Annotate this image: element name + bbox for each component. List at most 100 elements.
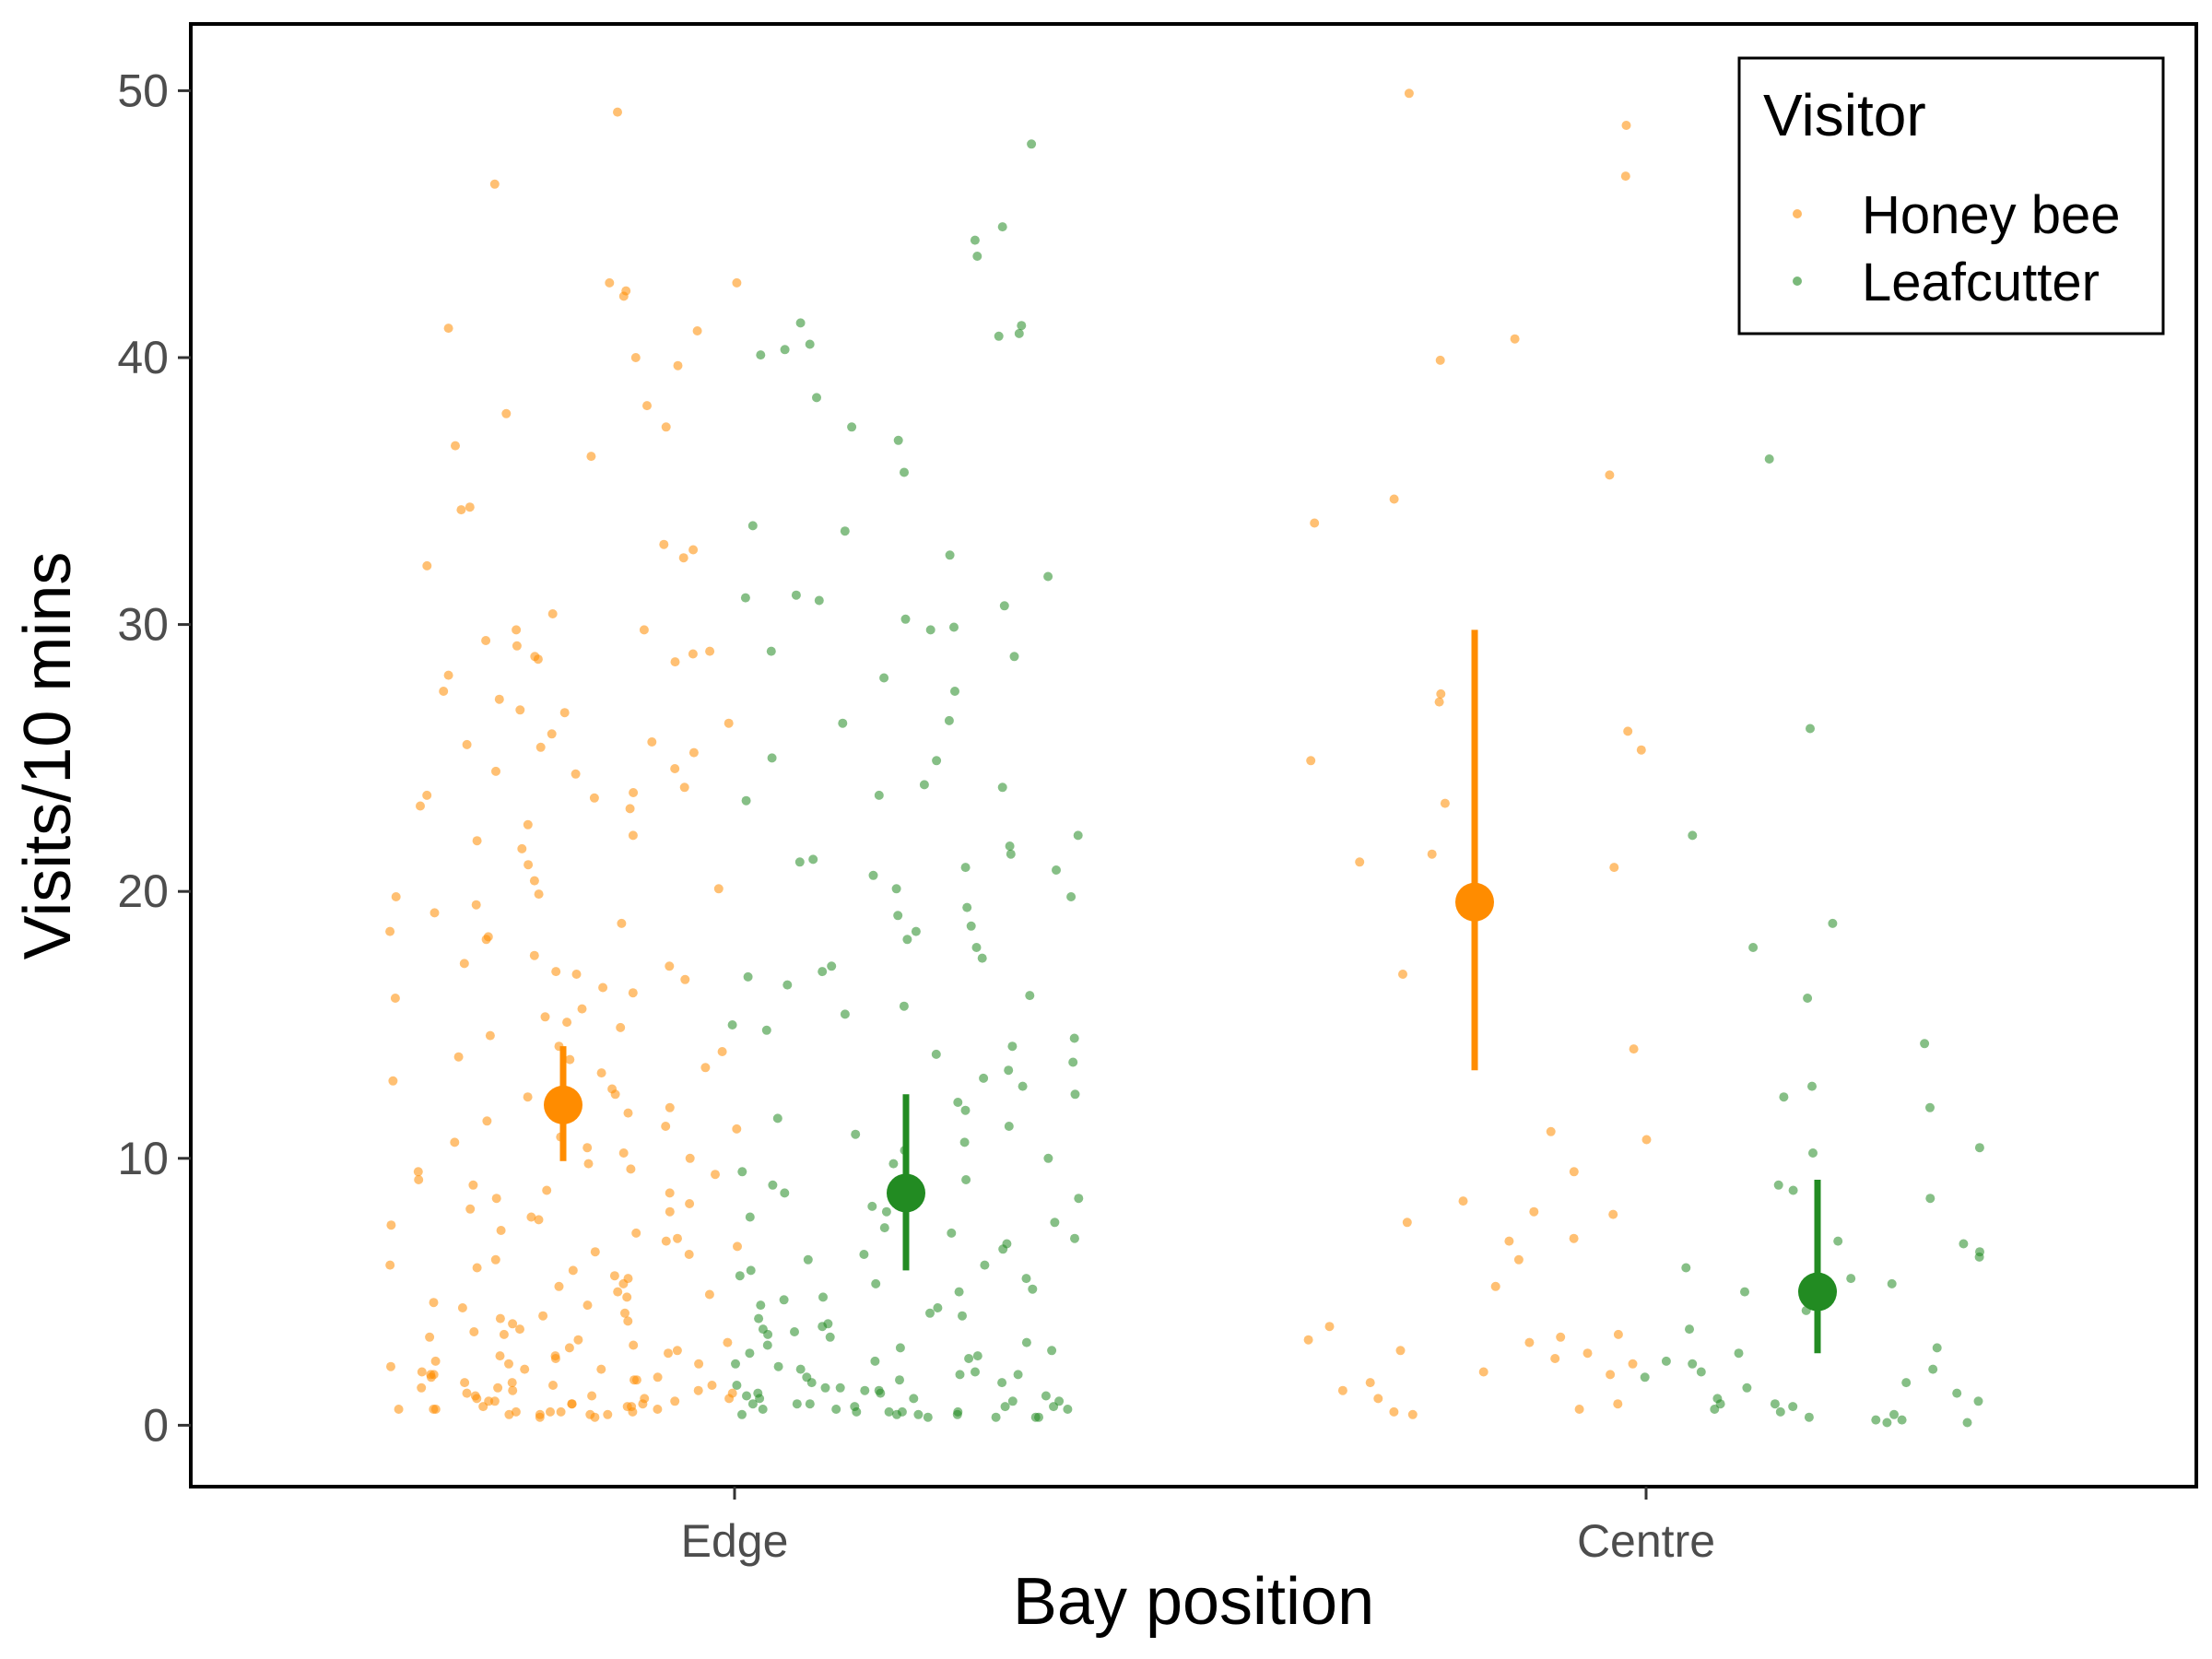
point-leafcutter-edge (1007, 1041, 1018, 1052)
point-honey-bee-edge (482, 1116, 492, 1126)
point-honey-bee-edge (481, 636, 491, 645)
point-honey-bee-edge (583, 1159, 594, 1169)
point-leafcutter-edge (955, 1370, 965, 1380)
point-leafcutter-edge (1017, 321, 1027, 331)
point-honey-bee-centre (1389, 494, 1399, 504)
point-honey-bee-centre (1407, 1409, 1418, 1419)
point-leafcutter-edge (952, 1409, 962, 1419)
y-axis: 0 10 20 30 40 50 (117, 65, 191, 1451)
point-leafcutter-centre (1974, 1252, 1984, 1262)
point-leafcutter-edge (780, 345, 790, 355)
point-leafcutter-edge (790, 1327, 799, 1336)
point-honey-bee-edge (469, 1327, 479, 1336)
point-honey-bee-edge (556, 1406, 566, 1417)
point-honey-bee-edge (707, 1381, 717, 1390)
point-honey-bee-edge (450, 1137, 460, 1147)
point-leafcutter-edge (947, 1228, 957, 1238)
point-honey-bee-edge (504, 1359, 513, 1369)
point-honey-bee-edge (598, 982, 608, 993)
point-honey-bee-edge (628, 988, 638, 998)
point-leafcutter-centre (1715, 1399, 1725, 1409)
point-honey-bee-edge (623, 1108, 633, 1118)
point-leafcutter-edge (741, 795, 751, 806)
point-leafcutter-edge (1052, 865, 1061, 875)
point-leafcutter-edge (851, 1129, 861, 1139)
point-honey-bee-edge (623, 1316, 633, 1326)
point-honey-bee-centre (1556, 1332, 1566, 1342)
point-leafcutter-centre (1889, 1409, 1899, 1419)
point-honey-bee-edge (495, 1313, 505, 1324)
summary-layer (544, 629, 1837, 1354)
point-honey-bee-edge (724, 1394, 735, 1404)
point-honey-bee-edge (386, 1361, 395, 1371)
point-honey-bee-edge (462, 1388, 472, 1398)
point-leafcutter-centre (1925, 1194, 1936, 1204)
point-honey-bee-edge (573, 1335, 583, 1345)
point-leafcutter-edge (1047, 1346, 1057, 1356)
point-honey-bee-edge (547, 609, 558, 618)
point-honey-bee-edge (661, 422, 671, 432)
point-honey-bee-edge (523, 1092, 533, 1102)
point-leafcutter-edge (805, 339, 815, 349)
point-leafcutter-centre (1640, 1372, 1650, 1382)
point-leafcutter-centre (1925, 1102, 1935, 1112)
point-honey-bee-edge (550, 1354, 560, 1363)
point-leafcutter-centre (1775, 1406, 1785, 1417)
point-honey-bee-centre (1458, 1196, 1468, 1206)
point-leafcutter-centre (1773, 1180, 1783, 1190)
point-leafcutter-edge (971, 943, 982, 952)
point-honey-bee-edge (616, 1022, 626, 1032)
point-honey-bee-edge (596, 1364, 606, 1374)
point-leafcutter-edge (879, 1223, 889, 1233)
point-leafcutter-edge (944, 715, 954, 725)
point-leafcutter-edge (909, 1394, 919, 1404)
point-leafcutter-edge (1041, 1391, 1051, 1401)
point-honey-bee-centre (1337, 1385, 1347, 1395)
point-honey-bee-edge (622, 1292, 632, 1302)
point-leafcutter-edge (727, 1020, 737, 1030)
point-leafcutter-edge (814, 595, 824, 606)
point-honey-bee-edge (465, 502, 475, 512)
point-honey-bee-centre (1395, 1346, 1406, 1356)
point-honey-bee-edge (508, 1319, 518, 1329)
point-honey-bee-edge (508, 1385, 518, 1395)
point-leafcutter-centre (1871, 1415, 1881, 1425)
point-honey-bee-centre (1605, 470, 1615, 480)
point-leafcutter-edge (876, 1388, 886, 1398)
point-leafcutter-edge (818, 1292, 828, 1302)
point-honey-bee-edge (417, 1367, 427, 1377)
point-honey-bee-edge (605, 277, 615, 288)
point-honey-bee-edge (559, 708, 570, 718)
point-leafcutter-centre (1952, 1388, 1962, 1398)
point-leafcutter-edge (888, 1159, 899, 1169)
point-honey-bee-edge (439, 687, 449, 696)
point-honey-bee-edge (413, 1167, 423, 1177)
point-honey-bee-centre (1398, 970, 1407, 979)
point-honey-bee-edge (485, 1030, 495, 1041)
point-honey-bee-edge (533, 654, 543, 665)
point-leafcutter-edge (859, 1250, 869, 1259)
point-honey-bee-edge (672, 1346, 682, 1356)
point-honey-bee-edge (456, 505, 466, 515)
point-honey-bee-centre (1641, 1135, 1652, 1145)
point-leafcutter-edge (931, 1049, 941, 1059)
point-honey-bee-edge (653, 1405, 663, 1414)
point-leafcutter-edge (827, 961, 837, 971)
point-honey-bee-edge (534, 889, 544, 900)
point-leafcutter-edge (932, 756, 942, 766)
point-leafcutter-edge (737, 1409, 747, 1419)
point-leafcutter-edge (895, 1343, 905, 1353)
point-leafcutter-edge (1025, 991, 1035, 1001)
point-leafcutter-edge (1004, 1065, 1014, 1076)
x-axis-title: Bay position (1013, 1565, 1374, 1639)
point-honey-bee-centre (1613, 1399, 1623, 1409)
point-leafcutter-edge (1070, 1089, 1080, 1100)
point-honey-bee-edge (629, 1340, 639, 1350)
point-leafcutter-edge (756, 350, 766, 360)
point-leafcutter-edge (949, 622, 959, 632)
point-leafcutter-edge (962, 902, 972, 912)
point-honey-bee-centre (1434, 697, 1444, 707)
point-leafcutter-edge (980, 1260, 990, 1270)
point-honey-bee-edge (694, 1359, 704, 1369)
point-honey-bee-edge (590, 1412, 600, 1422)
